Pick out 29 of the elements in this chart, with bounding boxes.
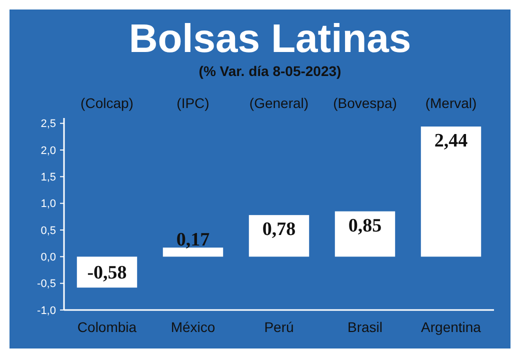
text: (General): [249, 95, 309, 111]
text: (IPC): [176, 95, 210, 111]
y-tick-label: 1,5: [40, 172, 56, 184]
bar: [334, 211, 396, 257]
bar: [162, 248, 224, 257]
y-tick-label: 2,5: [40, 118, 56, 130]
x-tick-label: Brasil: [347, 319, 383, 335]
text: (Merval): [425, 95, 477, 111]
y-tick-label: -0,5: [37, 278, 56, 290]
text: (Colcap): [80, 95, 134, 111]
data-label: 2,44: [434, 130, 468, 152]
y-tick-label: 2,0: [40, 144, 56, 157]
x-tick-label: Argentina: [421, 319, 482, 335]
bar: [420, 126, 482, 257]
x-tick-label: México: [170, 319, 216, 335]
data-label: 0,78: [262, 219, 296, 240]
y-tick-label: 0,5: [40, 224, 56, 237]
bar: [248, 215, 310, 257]
data-label: 0,17: [176, 230, 210, 251]
chart-subtitle: (% Var. día 8-05-2023): [198, 63, 342, 79]
y-tick-label: 1,0: [40, 198, 56, 210]
chart-title: Bolsas Latinas: [128, 17, 412, 61]
y-tick-label: -1,0: [37, 304, 56, 317]
data-label: -0,58: [87, 262, 127, 284]
x-tick-label: Colombia: [77, 319, 137, 335]
y-tick-label: 0,0: [40, 252, 56, 264]
x-tick-label: Perú: [264, 319, 294, 335]
data-label: 0,85: [348, 215, 382, 236]
text: (Bovespa): [333, 95, 397, 111]
